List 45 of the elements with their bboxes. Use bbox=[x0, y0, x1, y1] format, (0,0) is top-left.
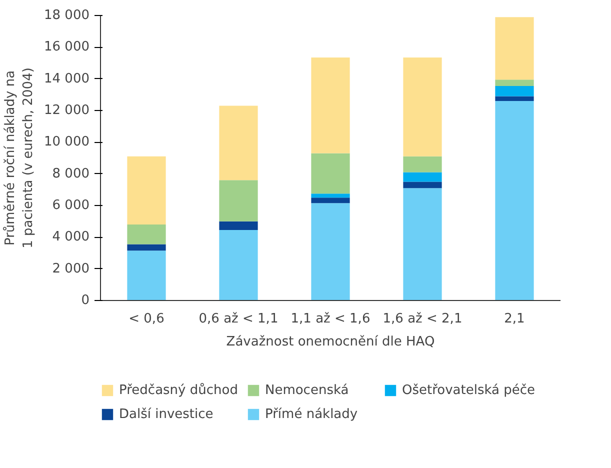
bar bbox=[311, 153, 350, 194]
bar bbox=[311, 194, 350, 198]
bar bbox=[127, 224, 166, 244]
x-tick-label: 0,6 až < 1,1 bbox=[198, 312, 278, 326]
bar bbox=[127, 250, 166, 300]
bar bbox=[495, 80, 534, 86]
bar bbox=[495, 101, 534, 300]
y-tick-label: 4 000 bbox=[52, 230, 90, 245]
bar bbox=[311, 57, 350, 154]
y-tick-label: 14 000 bbox=[44, 71, 90, 86]
x-tick-label: 1,6 až < 2,1 bbox=[382, 312, 462, 326]
x-axis-title: Závažnost onemocnění dle HAQ bbox=[226, 334, 435, 350]
legend-label: Další investice bbox=[119, 406, 214, 422]
bar bbox=[403, 182, 442, 188]
x-tick-label: 1,1 až < 1,6 bbox=[290, 312, 370, 326]
bar bbox=[219, 221, 258, 230]
y-axis-title: Průměrné roční náklady na 1 pacienta (v eurech, 2004) bbox=[2, 68, 36, 248]
bar bbox=[495, 96, 534, 101]
bar bbox=[403, 172, 442, 182]
bar bbox=[403, 188, 442, 300]
y-tick-label: 2 000 bbox=[52, 261, 90, 276]
bar bbox=[311, 203, 350, 300]
bar bbox=[127, 244, 166, 251]
y-tick-label: 18 000 bbox=[44, 8, 90, 23]
y-tick-label: 8 000 bbox=[52, 166, 90, 182]
bar bbox=[127, 156, 166, 224]
x-tick-label: 2,1 bbox=[504, 312, 525, 326]
legend-label: Předčasný důchod bbox=[119, 382, 238, 398]
y-tick-label: 12 000 bbox=[44, 103, 90, 118]
bar bbox=[219, 106, 258, 180]
y-tick-label: 16 000 bbox=[44, 40, 90, 55]
legend-label: Přímé náklady bbox=[264, 406, 359, 422]
bar bbox=[219, 230, 258, 300]
y-tick-label: 0 bbox=[81, 293, 90, 308]
bar bbox=[403, 57, 442, 156]
bar bbox=[219, 180, 258, 222]
bar bbox=[495, 86, 534, 96]
legend-label: Nemocenská bbox=[264, 382, 350, 398]
y-tick-label: 10 000 bbox=[44, 134, 90, 150]
x-tick-label: < 0,6 bbox=[128, 312, 164, 326]
legend-label: Ošetřovatelská péče bbox=[402, 382, 536, 398]
y-tick-label: 6 000 bbox=[52, 198, 90, 213]
bar bbox=[311, 198, 350, 204]
bar bbox=[403, 156, 442, 172]
bar bbox=[495, 17, 534, 80]
